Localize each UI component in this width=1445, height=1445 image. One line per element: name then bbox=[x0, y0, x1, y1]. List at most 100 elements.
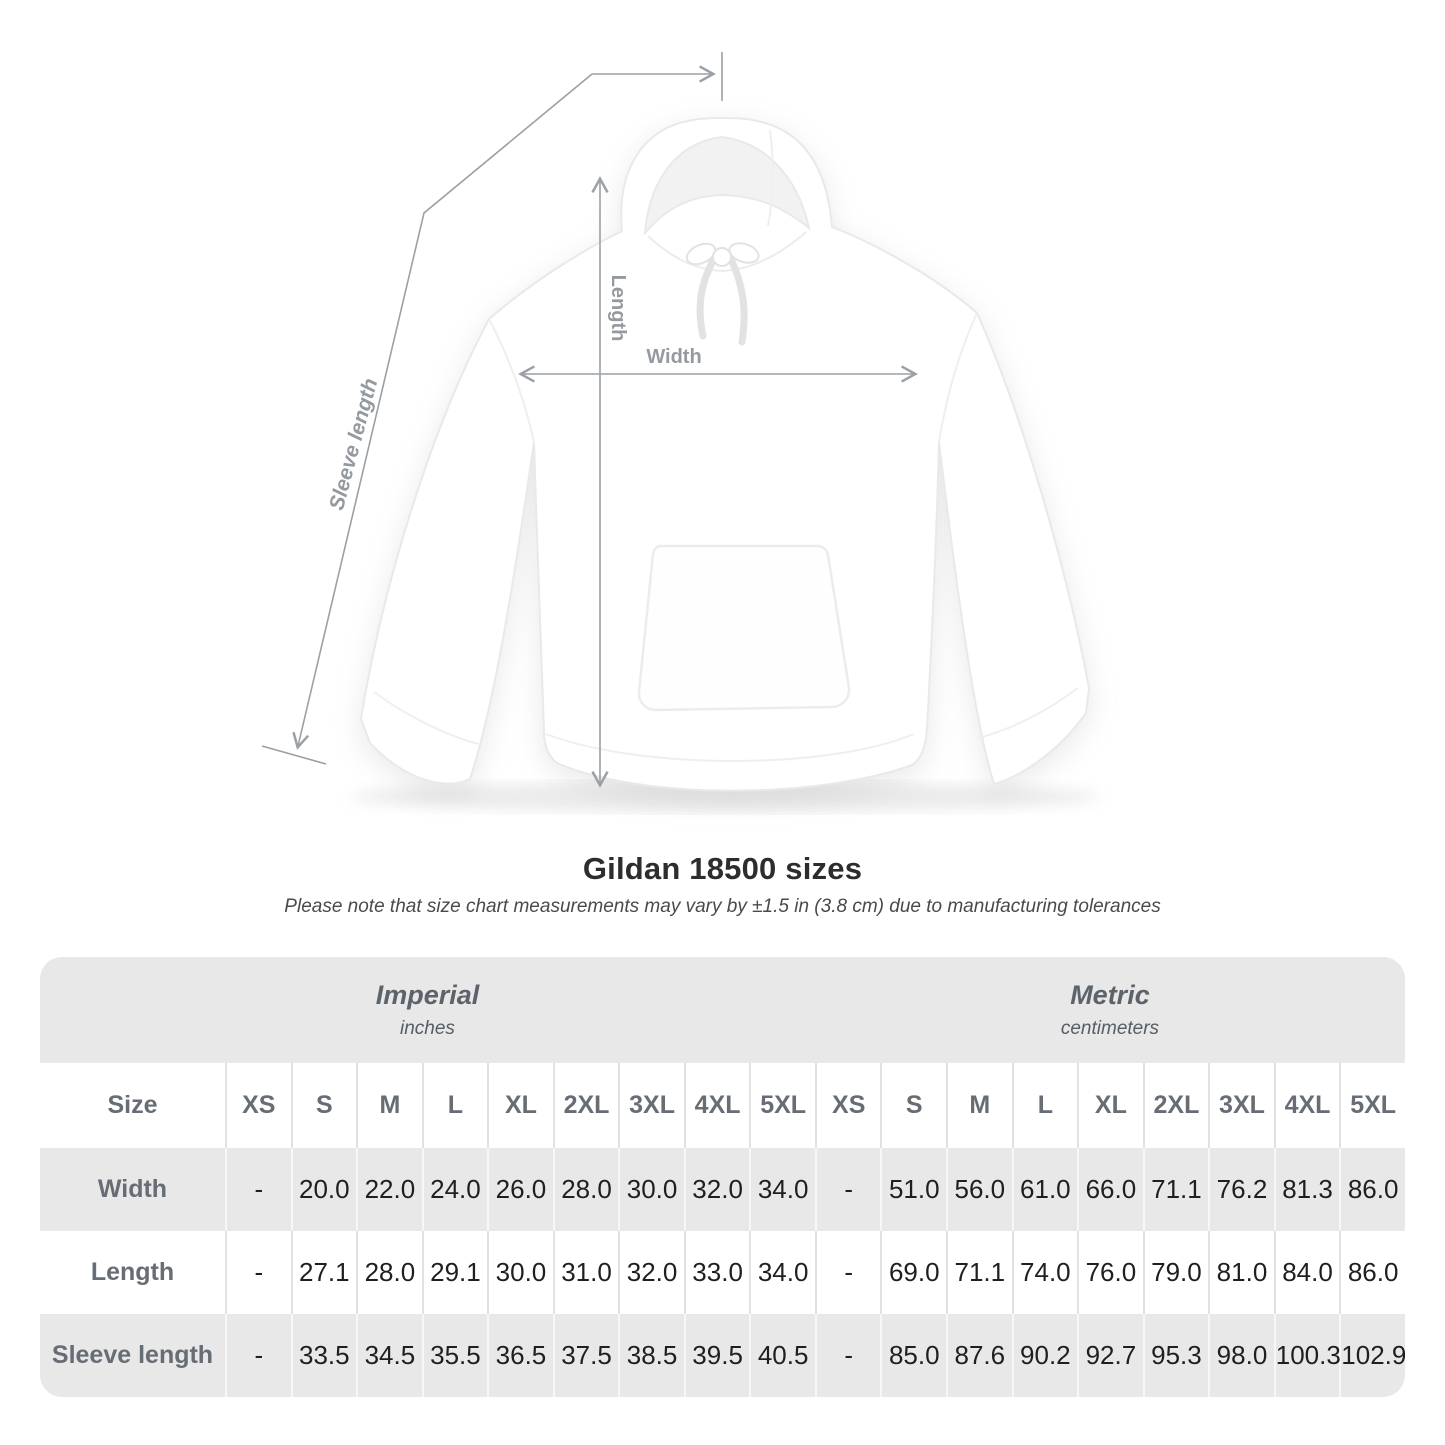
table-cell: 26.0 bbox=[487, 1148, 553, 1231]
row-label: Sleeve length bbox=[51, 1341, 214, 1369]
size-header: M bbox=[946, 1063, 1012, 1148]
cuff-seam-right bbox=[977, 687, 1079, 739]
table-cell: 24.0 bbox=[421, 1148, 488, 1231]
table-cell: 87.6 bbox=[946, 1314, 1012, 1397]
size-header: 5XL bbox=[1339, 1063, 1405, 1148]
hoodie-measurement-diagram: Sleeve length Length Width bbox=[261, 52, 1100, 812]
table-cell: 95.3 bbox=[1142, 1314, 1209, 1397]
page-title: Gildan 18500 sizes bbox=[582, 851, 863, 886]
table-cell: 22.0 bbox=[356, 1148, 422, 1231]
hoodie-body bbox=[359, 117, 1091, 792]
table-cell: 98.0 bbox=[1208, 1314, 1274, 1397]
row-label: Length bbox=[90, 1258, 175, 1286]
table-cell: 34.5 bbox=[356, 1314, 422, 1397]
table-cell: - bbox=[225, 1231, 291, 1314]
table-cell: 86.0 bbox=[1339, 1148, 1405, 1231]
table-cell: 32.0 bbox=[618, 1231, 684, 1314]
table-cell: 39.5 bbox=[683, 1314, 750, 1397]
drawstring-cord-left bbox=[696, 255, 718, 340]
size-header: XL bbox=[1077, 1063, 1143, 1148]
kangaroo-pocket bbox=[637, 544, 851, 712]
table-cell: 66.0 bbox=[1077, 1148, 1143, 1231]
dimension-lines bbox=[261, 52, 918, 788]
ground-shadow bbox=[350, 782, 1100, 812]
size-header: M bbox=[356, 1063, 422, 1148]
table-cell: 85.0 bbox=[880, 1314, 946, 1397]
table-cell: 86.0 bbox=[1339, 1231, 1405, 1314]
hood-seam bbox=[767, 129, 774, 227]
table-cell: 79.0 bbox=[1142, 1231, 1209, 1314]
size-header: 4XL bbox=[1273, 1063, 1340, 1148]
row-label: Width bbox=[97, 1175, 168, 1203]
cuff-seam-left bbox=[373, 691, 479, 745]
table-cell: 32.0 bbox=[683, 1148, 750, 1231]
table-cell: 81.3 bbox=[1273, 1148, 1340, 1231]
table-cell: 28.0 bbox=[356, 1231, 422, 1314]
metric-group-header: Metric centimeters bbox=[814, 957, 1405, 1063]
table-cell: 71.1 bbox=[1142, 1148, 1209, 1231]
drawstring-loop-left bbox=[685, 242, 717, 266]
table-row-length: Length - 27.1 28.0 29.1 30.0 31.0 32.0 3… bbox=[40, 1231, 1405, 1314]
inches-label: inches bbox=[400, 1018, 455, 1039]
table-cell: 81.0 bbox=[1208, 1231, 1274, 1314]
size-table: Imperial inches Metric centimeters Size … bbox=[40, 957, 1405, 1397]
centimeters-label: centimeters bbox=[1060, 1018, 1160, 1039]
drawstring-cord-right bbox=[727, 255, 748, 346]
armhole-seam-right bbox=[938, 312, 978, 443]
table-cell: 34.0 bbox=[749, 1148, 815, 1231]
table-cell: 76.2 bbox=[1208, 1148, 1274, 1231]
hood-opening bbox=[643, 135, 811, 237]
table-cell: 92.7 bbox=[1077, 1314, 1143, 1397]
size-header: L bbox=[1011, 1063, 1078, 1148]
table-row-sleeve-length: Sleeve length - 33.5 34.5 35.5 36.5 37.5… bbox=[40, 1314, 1405, 1397]
table-cell: 34.0 bbox=[749, 1231, 815, 1314]
imperial-label: Imperial bbox=[375, 980, 480, 1010]
table-cell: 30.0 bbox=[618, 1148, 684, 1231]
table-cell: 100.3 bbox=[1273, 1314, 1341, 1397]
table-cell: 33.5 bbox=[290, 1314, 357, 1397]
table-cell: - bbox=[225, 1148, 291, 1231]
table-cell: 29.1 bbox=[421, 1231, 488, 1314]
table-cell: 28.0 bbox=[552, 1148, 619, 1231]
sleeve-length-label: Sleeve length bbox=[325, 376, 382, 513]
hoodie-illustration bbox=[359, 117, 1091, 792]
size-header: 2XL bbox=[552, 1063, 619, 1148]
table-cell: - bbox=[225, 1314, 291, 1397]
table-cell: 84.0 bbox=[1273, 1231, 1340, 1314]
size-header: S bbox=[290, 1063, 357, 1148]
table-cell: 30.0 bbox=[487, 1231, 553, 1314]
size-table-container: Imperial inches Metric centimeters Size … bbox=[40, 957, 1405, 1397]
tolerance-note: Please note that size chart measurements… bbox=[284, 896, 1161, 917]
table-cell: 37.5 bbox=[552, 1314, 619, 1397]
table-cell: 33.0 bbox=[683, 1231, 750, 1314]
sleeve-length-line bbox=[292, 73, 593, 750]
size-header: XS bbox=[225, 1063, 291, 1148]
table-cell: 51.0 bbox=[880, 1148, 946, 1231]
width-label: Width bbox=[646, 346, 701, 368]
table-cell: 38.5 bbox=[618, 1314, 684, 1397]
table-cell: 56.0 bbox=[946, 1148, 1012, 1231]
table-cell: - bbox=[814, 1231, 881, 1314]
table-cell: 76.0 bbox=[1077, 1231, 1143, 1314]
table-cell: 36.5 bbox=[487, 1314, 553, 1397]
table-row-width: Width - 20.0 22.0 24.0 26.0 28.0 30.0 32… bbox=[40, 1148, 1405, 1231]
size-header: 3XL bbox=[1208, 1063, 1274, 1148]
size-header: 2XL bbox=[1142, 1063, 1209, 1148]
table-cell: - bbox=[814, 1314, 881, 1397]
metric-label: Metric bbox=[1070, 980, 1150, 1010]
size-header: 5XL bbox=[749, 1063, 815, 1148]
table-cell: 102.9 bbox=[1339, 1314, 1405, 1397]
table-cell: - bbox=[814, 1148, 881, 1231]
unit-group-header-row: Imperial inches Metric centimeters bbox=[40, 957, 1405, 1063]
imperial-group-header: Imperial inches bbox=[40, 957, 815, 1063]
table-cell: 71.1 bbox=[946, 1231, 1012, 1314]
table-cell: 27.1 bbox=[290, 1231, 357, 1314]
size-header: 3XL bbox=[618, 1063, 684, 1148]
size-header-row: Size XS S M L XL 2XL 3XL 4XL 5XL XS S M … bbox=[40, 1063, 1405, 1148]
table-cell: 69.0 bbox=[880, 1231, 946, 1314]
table-cell: 31.0 bbox=[552, 1231, 619, 1314]
drawstring-knot bbox=[712, 247, 732, 267]
size-header: 4XL bbox=[683, 1063, 750, 1148]
sleeve-bottom-tick bbox=[261, 745, 327, 765]
